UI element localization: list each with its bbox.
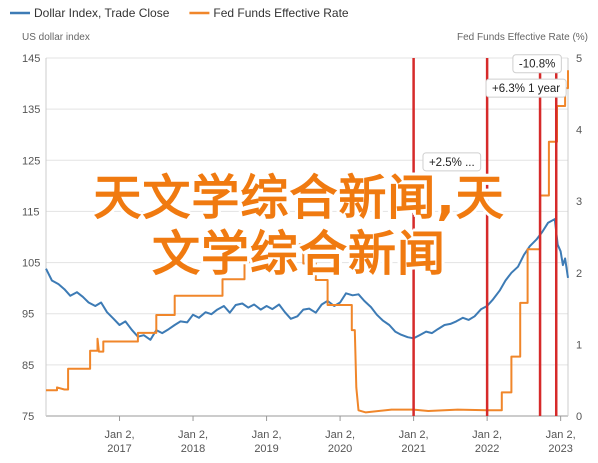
right-axis-title: Fed Funds Effective Rate (%): [457, 32, 588, 43]
x-tick-label: Jan 2,: [546, 429, 576, 441]
x-tick-label: Jan 2,: [325, 429, 355, 441]
legend-label-2[interactable]: Fed Funds Effective Rate: [213, 6, 349, 20]
y-right-tick: 4: [576, 125, 582, 137]
vertical-markers: [412, 58, 558, 416]
callout-box: [422, 152, 482, 172]
x-tick-label: 2023: [548, 443, 572, 455]
left-axis-title: US dollar index: [22, 32, 90, 43]
y-left-tick: 85: [22, 360, 34, 372]
x-tick-label: 2021: [401, 443, 425, 455]
grid: 75 85 95 105 115 125 135 145 0 1 2 3 4 5: [22, 53, 582, 423]
x-tick-label: Jan 2,: [472, 429, 502, 441]
y-right-tick: 3: [576, 196, 582, 208]
axes: Jan 2, 2017 Jan 2, 2018 Jan 2, 2019 Jan 2, 2020…: [45, 58, 576, 455]
y-left-tick: 105: [22, 258, 40, 270]
y-left-tick: 125: [22, 155, 40, 167]
legend-label-1[interactable]: Dollar Index, Trade Close: [34, 6, 170, 20]
callout-box: [485, 78, 567, 98]
x-tick-label: Jan 2,: [105, 429, 135, 441]
callout-label: +6.3% 1 year: [492, 83, 560, 95]
callout-box: [512, 54, 562, 74]
y-right-tick: 0: [576, 411, 582, 423]
legend: Dollar Index, Trade Close Fed Funds Effec…: [10, 6, 349, 20]
y-left-tick: 115: [22, 206, 40, 218]
callout-label: +2.5% ...: [429, 157, 475, 169]
y-left-tick: 135: [22, 104, 40, 116]
series-line-1: [45, 218, 569, 341]
x-tick-label: 2018: [181, 443, 205, 455]
x-tick-label: Jan 2,: [399, 429, 429, 441]
y-right-tick: 5: [576, 53, 582, 65]
x-tick-label: 2022: [475, 443, 499, 455]
plot-area: [45, 70, 569, 414]
series-line-2: [46, 70, 569, 414]
y-left-tick: 95: [22, 309, 34, 321]
y-right-tick: 2: [576, 268, 582, 280]
callout-label: -10.8%: [519, 59, 555, 71]
x-tick-label: 2019: [254, 443, 278, 455]
callouts: -10.8% +6.3% 1 year +2.5% ...: [422, 54, 567, 172]
y-right-tick: 1: [576, 339, 582, 351]
x-tick-label: Jan 2,: [178, 429, 208, 441]
y-left-tick: 75: [22, 411, 34, 423]
y-left-tick: 145: [22, 53, 40, 65]
x-tick-label: 2020: [328, 443, 352, 455]
x-tick-label: 2017: [107, 443, 131, 455]
x-tick-label: Jan 2,: [252, 429, 282, 441]
